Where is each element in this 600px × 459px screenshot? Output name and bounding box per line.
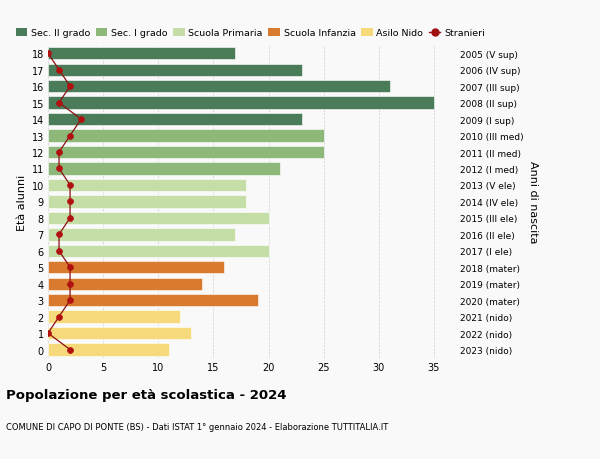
Bar [48,48,235,60]
Bar [48,130,323,142]
Bar [48,114,302,126]
Bar [48,245,269,257]
Point [65,346,75,353]
Point [54,231,64,239]
Point [65,264,75,271]
Point [54,247,64,255]
Point [54,67,64,74]
Point [54,149,64,157]
Point [65,297,75,304]
Bar [48,327,191,340]
Text: Popolazione per età scolastica - 2024: Popolazione per età scolastica - 2024 [6,388,287,401]
Point [76,116,86,123]
Point [65,280,75,288]
Point [54,165,64,173]
Point [65,133,75,140]
Bar [48,146,323,159]
Bar [48,212,269,224]
Bar [48,196,247,208]
Point [65,215,75,222]
Point [65,182,75,189]
Point [43,50,53,58]
Point [54,313,64,321]
Legend: Sec. II grado, Sec. I grado, Scuola Primaria, Scuola Infanzia, Asilo Nido, Stran: Sec. II grado, Sec. I grado, Scuola Prim… [16,29,485,38]
Bar [48,163,280,175]
Bar [48,278,202,290]
Point [65,83,75,90]
Bar [48,64,302,77]
Text: COMUNE DI CAPO DI PONTE (BS) - Dati ISTAT 1° gennaio 2024 - Elaborazione TUTTITA: COMUNE DI CAPO DI PONTE (BS) - Dati ISTA… [6,422,388,431]
Bar [48,294,257,307]
Point [65,198,75,206]
Point [54,100,64,107]
Bar [48,344,169,356]
Bar [48,97,434,110]
Bar [48,229,235,241]
Point [43,330,53,337]
Bar [48,311,181,323]
Bar [48,81,390,93]
Bar [48,179,247,192]
Y-axis label: Anni di nascita: Anni di nascita [527,161,538,243]
Y-axis label: Età alunni: Età alunni [17,174,27,230]
Bar [48,262,224,274]
